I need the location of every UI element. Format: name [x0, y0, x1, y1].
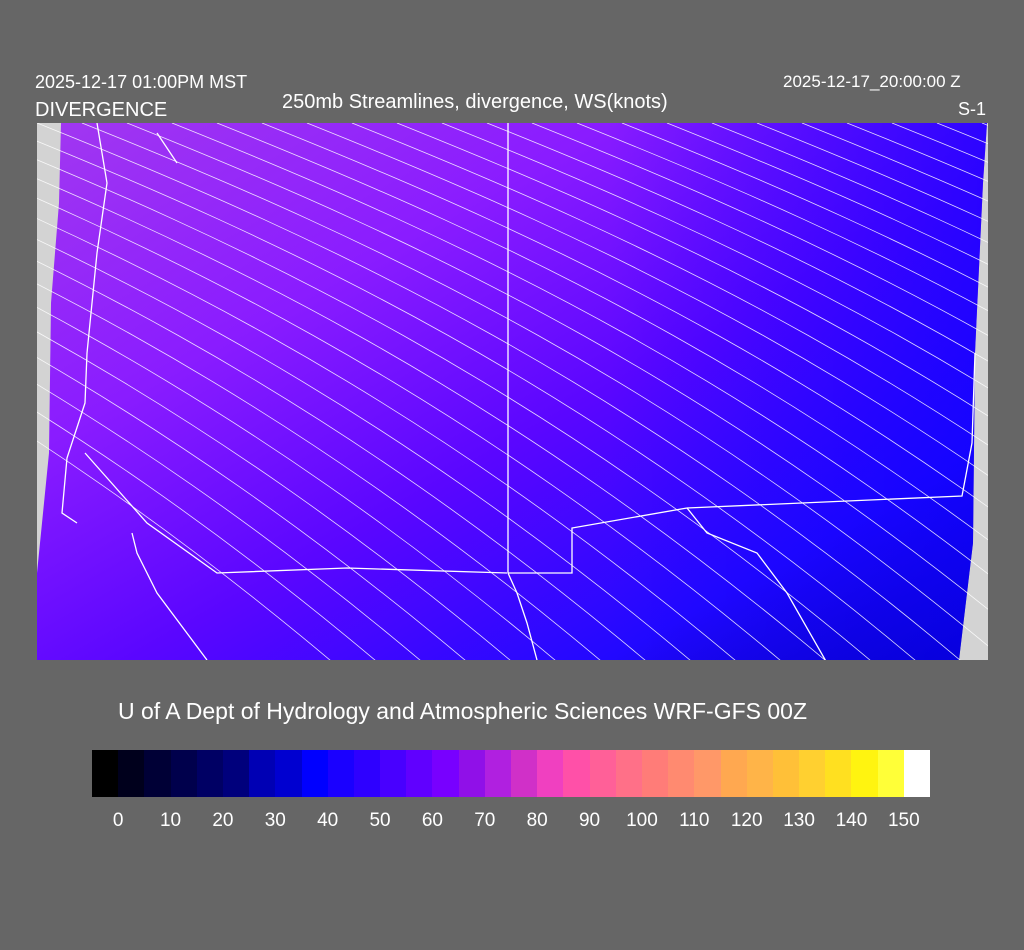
colorbar-swatch	[170, 750, 197, 797]
streamline	[171, 123, 988, 575]
field-label: DIVERGENCE	[35, 99, 168, 121]
colorbar-swatch	[589, 750, 616, 797]
streamline	[37, 411, 376, 660]
colorbar-tick-label: 30	[264, 810, 286, 831]
streamline	[621, 123, 988, 288]
streamline	[37, 178, 826, 660]
streamline	[351, 123, 988, 446]
streamline	[81, 123, 988, 647]
colorbar-swatch	[353, 750, 381, 797]
streamline	[37, 383, 421, 660]
colorbar-swatch	[563, 750, 590, 797]
colorbar-swatch	[537, 750, 564, 797]
streamline	[37, 283, 601, 660]
colorbar-tick-label: 90	[578, 810, 601, 831]
colorbar-tick-label: 70	[474, 810, 496, 831]
colorbar-tick-label: 10	[159, 810, 182, 831]
colorbar-swatch	[484, 750, 511, 797]
streamline	[37, 260, 646, 660]
local-time-label: 2025-12-17 01:00PM MST	[35, 72, 248, 92]
colorbar-swatch	[668, 750, 695, 797]
colorbar-swatch	[615, 750, 642, 797]
streamline	[126, 123, 988, 610]
streamline	[37, 440, 331, 660]
scale-label: S-1	[958, 99, 987, 119]
colorbar-swatch	[92, 750, 119, 797]
streamline	[531, 123, 988, 336]
streamline	[261, 123, 988, 508]
streamline	[306, 123, 988, 476]
colorbar-swatch	[327, 750, 354, 797]
divergence-field-east	[37, 123, 987, 660]
streamline	[37, 239, 691, 660]
colorbar-swatch	[511, 750, 538, 797]
colorbar-tick-label: 0	[112, 810, 124, 831]
colorbar-swatch	[903, 750, 930, 797]
streamline	[756, 123, 988, 222]
streamline	[37, 307, 556, 660]
streamline	[396, 123, 988, 417]
credit-label: U of A Dept of Hydrology and Atmospheric…	[118, 698, 808, 724]
streamline	[37, 123, 961, 660]
colorbar-swatch	[851, 750, 878, 797]
colorbar-swatch	[432, 750, 459, 797]
colorbar-swatch	[118, 750, 145, 797]
colorbar-tick-label: 120	[730, 810, 763, 831]
colorbar-tick-label: 20	[212, 810, 234, 831]
colorbar-swatch	[406, 750, 433, 797]
state-borders	[61, 123, 976, 660]
colorbar-tick-label: 40	[317, 810, 339, 831]
streamline	[801, 123, 988, 202]
wind-speed-colorbar	[92, 750, 930, 797]
colorbar-swatch	[772, 750, 800, 797]
colorbar-swatch	[877, 750, 904, 797]
streamline	[846, 123, 988, 182]
streamline	[216, 123, 988, 541]
colorbar-swatch	[275, 750, 302, 797]
colorbar-tick-label: 100	[626, 810, 658, 831]
colorbar-swatch	[825, 750, 852, 797]
colorbar-swatch	[249, 750, 276, 797]
colorbar-swatch	[301, 750, 328, 797]
colorbar-tick-label: 130	[783, 810, 815, 831]
colorbar-swatch	[196, 750, 223, 797]
valid-time-label: 2025-12-17_20:00:00 Z	[783, 72, 961, 91]
divergence-streamline-map	[37, 123, 988, 660]
streamline	[37, 357, 466, 660]
streamline	[576, 123, 988, 312]
streamline	[37, 218, 736, 660]
streamline	[711, 123, 988, 243]
streamline	[441, 123, 988, 389]
map-title: 250mb Streamlines, divergence, WS(knots)	[282, 91, 668, 113]
colorbar-tick-label: 110	[679, 810, 710, 831]
colorbar-swatch	[694, 750, 721, 797]
colorbar-swatch	[799, 750, 826, 797]
streamline	[37, 159, 871, 660]
colorbar-tick-label: 60	[421, 810, 444, 831]
colorbar-swatch	[144, 750, 171, 797]
streamline	[37, 331, 511, 660]
colorbar-swatch	[380, 750, 407, 797]
streamlines	[37, 123, 988, 660]
colorbar-swatch	[746, 750, 773, 797]
colorbar-tick-label: 50	[369, 810, 391, 831]
streamline	[37, 197, 781, 660]
colorbar-swatch	[458, 750, 485, 797]
streamline	[37, 140, 916, 660]
colorbar-swatch	[222, 750, 250, 797]
colorbar-swatch	[641, 750, 669, 797]
colorbar-tick-label: 140	[835, 810, 868, 831]
colorbar-tick-label: 150	[887, 810, 920, 831]
colorbar-tick-label: 80	[526, 810, 548, 831]
streamline	[486, 123, 988, 362]
streamline	[666, 123, 988, 265]
colorbar-swatch	[720, 750, 747, 797]
